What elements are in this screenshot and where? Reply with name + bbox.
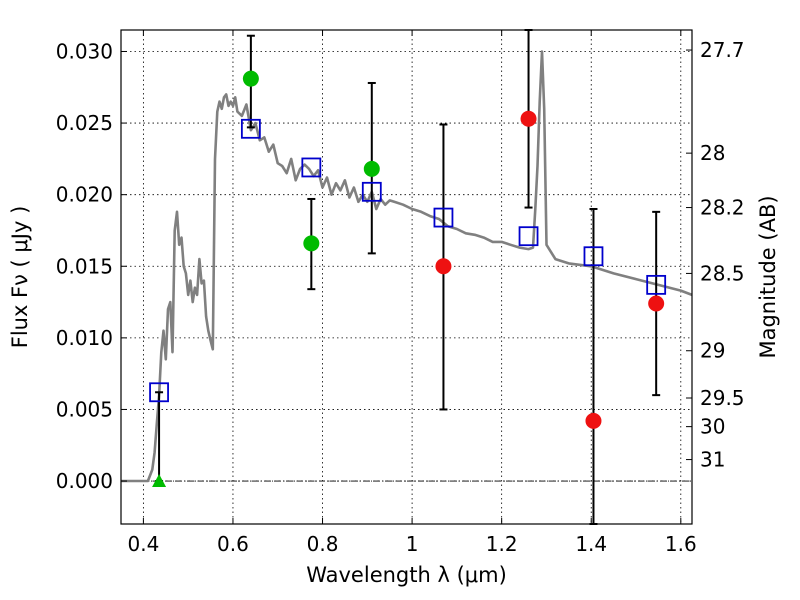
bandpass-model-square — [240, 118, 261, 139]
mag-tick-label: 28.2 — [700, 196, 745, 220]
model-spectrum — [121, 50, 693, 483]
observed-point — [435, 258, 452, 275]
x-tick-label: 1.4 — [575, 532, 607, 556]
y-tick-label: 0.005 — [56, 397, 113, 421]
x-axis-label: Wavelength λ (μm) — [306, 563, 507, 587]
observed-point — [585, 412, 602, 429]
bandpass-model-square — [361, 181, 382, 202]
y-tick-label: 0.000 — [56, 469, 113, 493]
mag-tick-label: 29 — [700, 339, 725, 363]
bandpass-model-square — [301, 157, 322, 178]
x-tick-label: 0.6 — [217, 532, 249, 556]
bandpass-model-square — [433, 207, 454, 228]
y-axis-label: Flux Fν ( μJy ) — [8, 206, 32, 349]
mag-tick-label: 27.7 — [700, 38, 745, 62]
mag-tick-label: 29.5 — [700, 386, 745, 410]
model-spectrum-line — [121, 50, 693, 483]
observed-point — [303, 235, 320, 252]
observed-point — [648, 295, 665, 312]
mag-tick-label: 28 — [700, 141, 725, 165]
mag-tick-label: 30 — [700, 415, 725, 439]
upper-limit-marker — [152, 474, 167, 488]
y-tick-label: 0.010 — [56, 326, 113, 350]
y-tick-label: 0.020 — [56, 183, 113, 207]
mag-tick-label: 28.5 — [700, 261, 745, 285]
plot-frame — [120, 29, 693, 525]
bandpass-model-square — [149, 382, 169, 403]
bandpass-model-square — [518, 226, 539, 247]
data-markers — [149, 70, 667, 488]
bandpass-model-square — [646, 274, 667, 295]
y-tick-label: 0.030 — [56, 39, 113, 63]
observed-point — [242, 70, 259, 87]
y-tick-label: 0.015 — [56, 254, 113, 278]
right-axis-label: Magnitude (AB) — [756, 195, 780, 358]
x-tick-label: 0.8 — [307, 532, 339, 556]
x-tick-label: 1.6 — [665, 532, 697, 556]
bandpass-model-square — [583, 246, 604, 267]
x-tick-label: 0.4 — [127, 532, 159, 556]
x-tick-label: 1 — [406, 532, 419, 556]
grid-lines — [121, 30, 692, 524]
mag-tick-label: 31 — [700, 448, 725, 472]
x-tick-label: 1.2 — [486, 532, 518, 556]
observed-point — [520, 110, 537, 127]
observed-point — [363, 160, 380, 177]
y-tick-label: 0.025 — [56, 111, 113, 135]
axis-ticks: 0.4 0.6 0.8 1 1.2 1.4 1.6 0.000 0.005 0.010 0.015 0… — [56, 30, 745, 556]
